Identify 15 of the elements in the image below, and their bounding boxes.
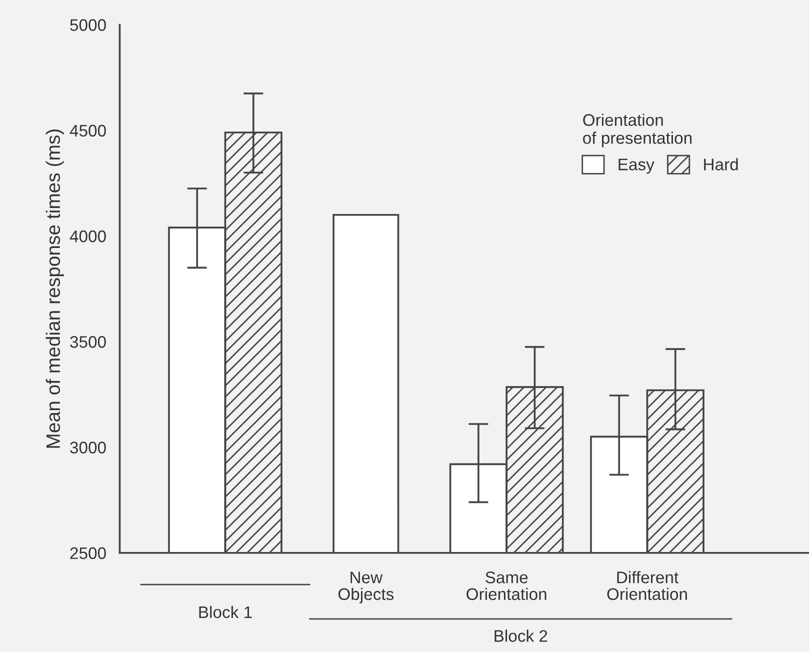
text: Block 2 (494, 630, 548, 642)
legend-label: Hard (704, 158, 738, 170)
y-tick-label: 5000 (70, 19, 106, 31)
x-tick-label: New Objects (338, 572, 394, 604)
y-tick-label: 3000 (70, 442, 106, 454)
x-tick-label: Different Orientation (607, 571, 687, 600)
y-tick-label: 2500 (70, 547, 106, 560)
y-tick-label: 4500 (70, 124, 106, 137)
x-tick-label: Same Orientation (466, 572, 546, 600)
text: Block 1 (199, 606, 252, 618)
y-tick-label: 4000 (70, 230, 106, 242)
legend-title: Orientation of presentation (583, 114, 692, 148)
legend-label: Easy (618, 158, 654, 174)
y-tick-label: 3500 (70, 336, 106, 348)
y-axis-title: Mean of median response times (ms) (46, 130, 64, 448)
